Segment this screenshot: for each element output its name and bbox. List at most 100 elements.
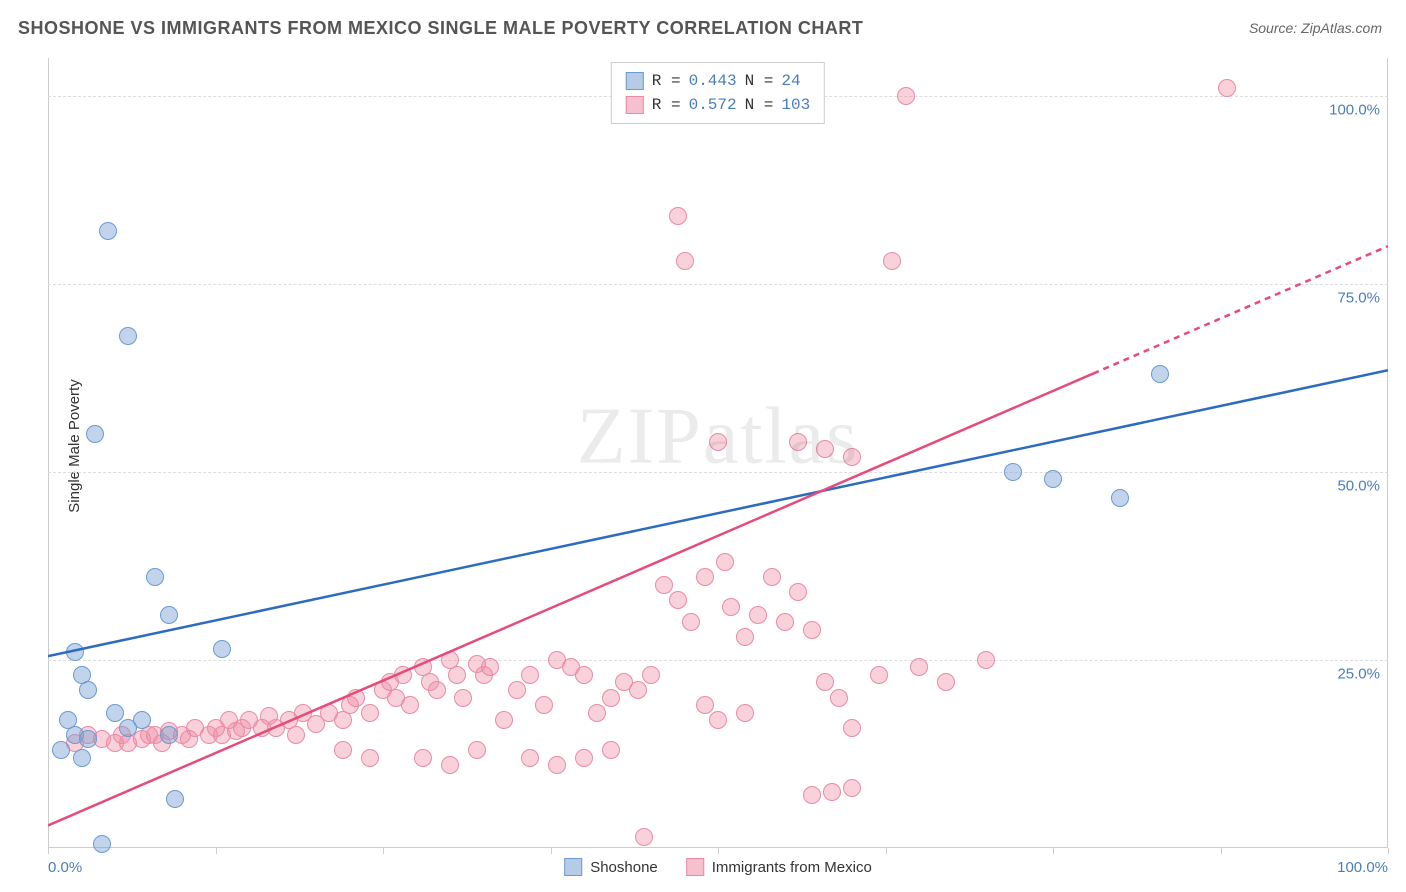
swatch-mexico [686, 858, 704, 876]
data-point-shoshone [160, 606, 178, 624]
data-point-shoshone [66, 643, 84, 661]
data-point-mexico [977, 651, 995, 669]
data-point-mexico [575, 749, 593, 767]
legend-series: Shoshone Immigrants from Mexico [564, 858, 872, 876]
data-point-mexico [749, 606, 767, 624]
data-point-mexico [830, 689, 848, 707]
data-point-mexico [602, 689, 620, 707]
legend-label-shoshone: Shoshone [590, 859, 658, 876]
legend-item-mexico: Immigrants from Mexico [686, 858, 872, 876]
y-tick-label: 50.0% [1337, 477, 1380, 494]
data-point-shoshone [1111, 489, 1129, 507]
data-point-shoshone [1044, 470, 1062, 488]
data-point-mexico [843, 448, 861, 466]
x-tick [718, 848, 719, 854]
data-point-mexico [816, 673, 834, 691]
data-point-mexico [655, 576, 673, 594]
x-tick [383, 848, 384, 854]
data-point-mexico [454, 689, 472, 707]
swatch-shoshone [564, 858, 582, 876]
x-tick-label: 100.0% [1337, 859, 1388, 876]
data-point-shoshone [119, 327, 137, 345]
legend-correlation: R = 0.443 N = 24 R = 0.572 N = 103 [611, 62, 825, 124]
data-point-mexico [481, 658, 499, 676]
data-point-mexico [629, 681, 647, 699]
data-point-mexico [548, 756, 566, 774]
data-point-mexico [676, 252, 694, 270]
data-point-mexico [1218, 79, 1236, 97]
data-point-mexico [575, 666, 593, 684]
data-point-mexico [521, 749, 539, 767]
x-tick [1053, 848, 1054, 854]
data-point-mexico [495, 711, 513, 729]
x-tick-label: 0.0% [48, 859, 82, 876]
data-point-shoshone [52, 741, 70, 759]
gridline [48, 660, 1388, 661]
legend-row-mexico: R = 0.572 N = 103 [626, 93, 810, 117]
data-point-mexico [347, 689, 365, 707]
data-point-mexico [401, 696, 419, 714]
data-point-shoshone [86, 425, 104, 443]
swatch-mexico [626, 96, 644, 114]
data-point-shoshone [166, 790, 184, 808]
data-point-shoshone [1004, 463, 1022, 481]
data-point-mexico [776, 613, 794, 631]
x-tick [1388, 848, 1389, 854]
chart-title: SHOSHONE VS IMMIGRANTS FROM MEXICO SINGL… [18, 18, 863, 39]
data-point-mexico [709, 711, 727, 729]
data-point-mexico [669, 207, 687, 225]
data-point-mexico [789, 583, 807, 601]
data-point-mexico [394, 666, 412, 684]
legend-label-mexico: Immigrants from Mexico [712, 859, 872, 876]
data-point-mexico [736, 628, 754, 646]
data-point-mexico [910, 658, 928, 676]
data-point-mexico [428, 681, 446, 699]
n-value-mexico: 103 [781, 93, 810, 117]
legend-row-shoshone: R = 0.443 N = 24 [626, 69, 810, 93]
data-point-mexico [843, 779, 861, 797]
data-point-mexico [803, 786, 821, 804]
gridline [48, 284, 1388, 285]
data-point-shoshone [73, 749, 91, 767]
data-point-shoshone [213, 640, 231, 658]
axis-left [48, 58, 49, 848]
data-point-mexico [361, 704, 379, 722]
data-point-mexico [722, 598, 740, 616]
data-point-mexico [696, 568, 714, 586]
data-point-mexico [789, 433, 807, 451]
data-point-mexico [763, 568, 781, 586]
data-point-mexico [736, 704, 754, 722]
data-point-mexico [642, 666, 660, 684]
data-point-mexico [535, 696, 553, 714]
legend-item-shoshone: Shoshone [564, 858, 658, 876]
n-label: N = [745, 69, 774, 93]
data-point-mexico [287, 726, 305, 744]
r-value-mexico: 0.572 [689, 93, 737, 117]
data-point-mexico [521, 666, 539, 684]
data-point-shoshone [79, 681, 97, 699]
x-tick [551, 848, 552, 854]
data-point-shoshone [119, 719, 137, 737]
data-point-shoshone [160, 726, 178, 744]
data-point-mexico [870, 666, 888, 684]
source-attribution: Source: ZipAtlas.com [1249, 20, 1382, 36]
data-point-mexico [696, 696, 714, 714]
data-point-mexico [361, 749, 379, 767]
plot-area: ZIPatlas R = 0.443 N = 24 R = 0.572 N = … [48, 58, 1388, 848]
data-point-mexico [448, 666, 466, 684]
data-point-mexico [823, 783, 841, 801]
data-point-mexico [803, 621, 821, 639]
y-tick-label: 100.0% [1329, 101, 1380, 118]
data-point-mexico [588, 704, 606, 722]
data-point-mexico [602, 741, 620, 759]
data-point-mexico [635, 828, 653, 846]
r-label: R = [652, 93, 681, 117]
data-point-mexico [937, 673, 955, 691]
data-point-mexico [709, 433, 727, 451]
data-point-shoshone [93, 835, 111, 853]
data-point-mexico [716, 553, 734, 571]
gridline [48, 472, 1388, 473]
data-point-shoshone [106, 704, 124, 722]
n-value-shoshone: 24 [781, 69, 800, 93]
data-point-mexico [669, 591, 687, 609]
